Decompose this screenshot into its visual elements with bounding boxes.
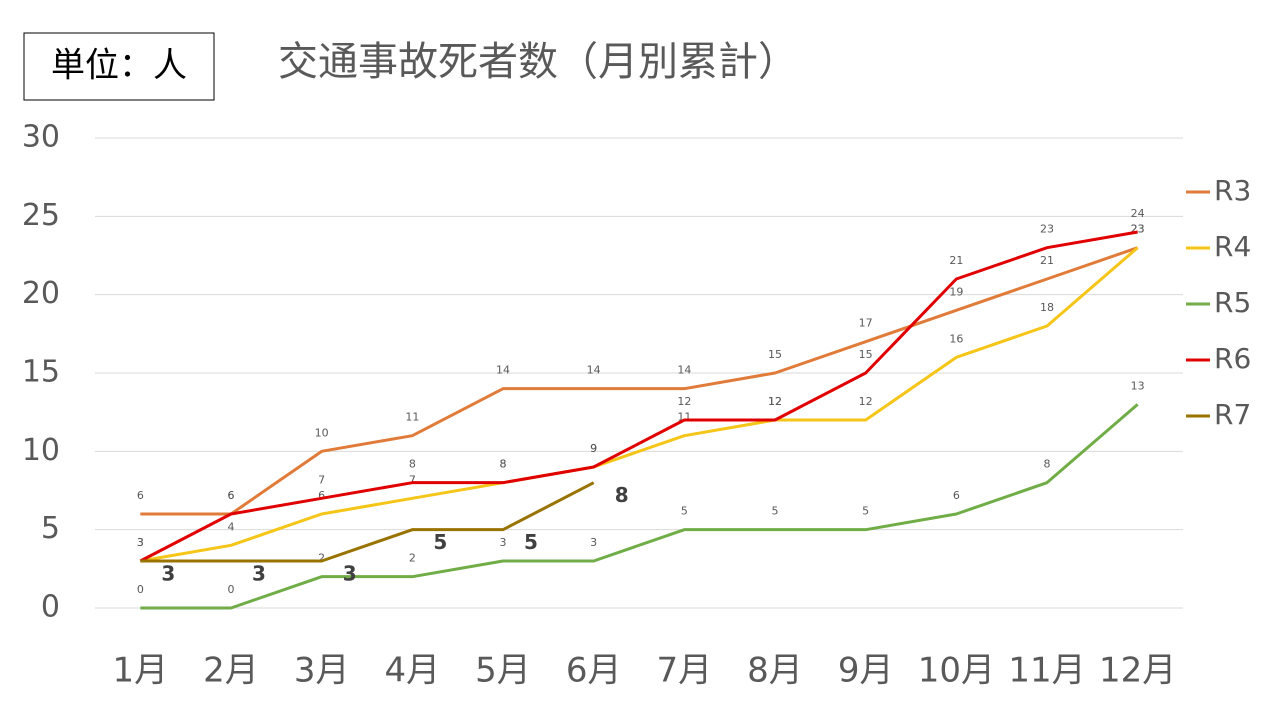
data-label: 12 [768, 395, 782, 408]
x-tick-label: 1月 [113, 651, 169, 691]
y-tick-label: 20 [22, 276, 60, 311]
x-tick-label: 5月 [475, 651, 531, 691]
series-line [140, 246, 1139, 563]
data-label: 5 [772, 505, 779, 518]
data-label: 21 [949, 254, 963, 267]
x-tick-label: 9月 [838, 651, 894, 691]
y-tick-label: 15 [22, 355, 60, 390]
legend-label: R3 [1214, 174, 1251, 207]
x-tick-label: 4月 [385, 651, 441, 691]
data-label: 15 [768, 348, 782, 361]
data-label: 18 [1040, 301, 1054, 314]
legend-label: R6 [1214, 342, 1251, 375]
x-tick-label: 2月 [203, 651, 259, 691]
data-label: 3 [500, 536, 507, 549]
y-tick-label: 25 [22, 198, 60, 233]
data-label: 17 [859, 317, 873, 330]
data-label: 5 [524, 530, 538, 554]
data-label: 6 [228, 489, 235, 502]
unit-note: 単位：人 [51, 46, 187, 86]
data-label: 21 [1040, 254, 1054, 267]
x-tick-label: 7月 [657, 651, 713, 691]
data-label: 0 [228, 583, 235, 596]
data-label: 6 [953, 489, 960, 502]
data-label: 9 [590, 442, 597, 455]
data-label: 8 [500, 458, 507, 471]
y-tick-label: 5 [41, 511, 60, 546]
data-label: 5 [862, 505, 869, 518]
data-label: 24 [1131, 207, 1145, 220]
series-line [140, 403, 1139, 610]
series-line [139, 230, 1138, 563]
data-label: 14 [677, 364, 691, 377]
data-label: 0 [137, 583, 144, 596]
data-label: 12 [859, 395, 873, 408]
data-label: 3 [137, 536, 144, 549]
data-label: 3 [252, 562, 266, 586]
series-line [140, 481, 595, 563]
data-label: 12 [768, 395, 782, 408]
data-label: 8 [1044, 458, 1051, 471]
y-tick-label: 30 [22, 120, 60, 155]
x-tick-label: 6月 [566, 651, 622, 691]
data-label: 13 [1131, 379, 1145, 392]
x-tick-label: 11月 [1008, 651, 1085, 691]
data-label: 12 [677, 395, 691, 408]
data-label: 11 [405, 411, 419, 424]
data-label: 3 [137, 536, 144, 549]
data-label: 2 [318, 552, 325, 565]
data-label: 9 [590, 442, 597, 455]
data-label: 15 [859, 348, 873, 361]
data-label: 3 [161, 562, 175, 586]
x-tick-label: 3月 [294, 651, 350, 691]
data-label: 5 [681, 505, 688, 518]
data-label: 7 [409, 473, 416, 486]
data-label: 6 [228, 489, 235, 502]
y-tick-label: 0 [41, 590, 60, 625]
x-tick-label: 8月 [747, 651, 803, 691]
y-tick-label: 10 [22, 433, 60, 468]
data-label: 14 [587, 364, 601, 377]
data-label: 8 [500, 458, 507, 471]
unit-box [23, 32, 215, 101]
data-label: 19 [949, 285, 963, 298]
data-label: 2 [409, 552, 416, 565]
data-label: 6 [137, 489, 144, 502]
data-label: 10 [315, 426, 329, 439]
legend-label: R7 [1214, 398, 1251, 431]
data-label: 5 [433, 530, 447, 554]
series-line [140, 246, 1139, 516]
data-label: 3 [343, 562, 357, 586]
legend-label: R5 [1214, 286, 1251, 319]
data-label: 8 [409, 458, 416, 471]
legend-label: R4 [1214, 230, 1251, 263]
data-label: 3 [590, 536, 597, 549]
x-tick-label: 10月 [918, 651, 995, 691]
data-label: 7 [318, 473, 325, 486]
data-label: 16 [949, 332, 963, 345]
data-label: 23 [1040, 223, 1054, 236]
chart-title: 交通事故死者数（月別累計） [278, 39, 798, 85]
data-label: 4 [228, 520, 235, 533]
data-label: 14 [496, 364, 510, 377]
data-label: 8 [615, 483, 629, 507]
x-tick-label: 12月 [1099, 651, 1176, 691]
data-label: 6 [318, 489, 325, 502]
